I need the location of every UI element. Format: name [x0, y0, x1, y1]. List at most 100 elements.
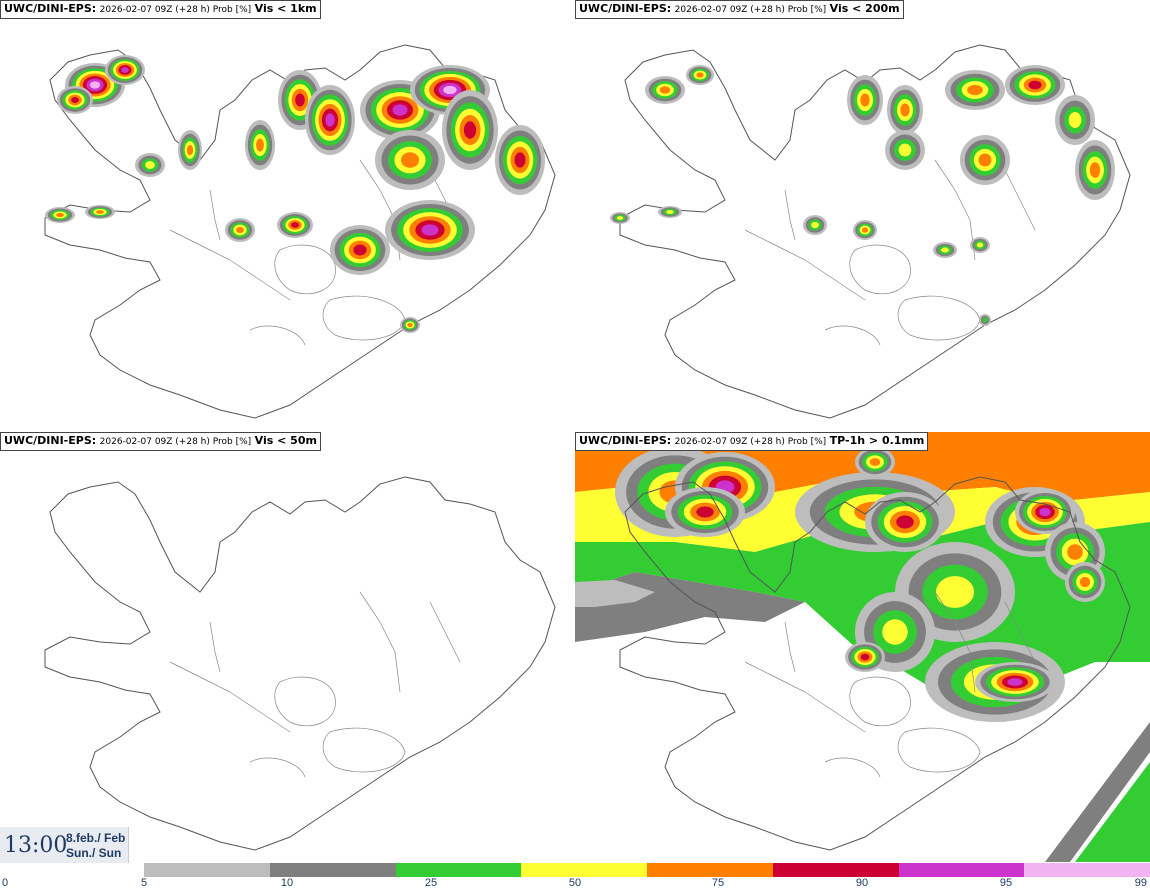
probability-contour	[1028, 80, 1042, 90]
probability-contour	[861, 227, 869, 233]
probability-contour	[96, 210, 104, 214]
coastline	[619, 476, 1131, 851]
glacier-outline	[249, 757, 306, 778]
panel-title: UWC/DINI-EPS: 2026-02-07 09Z (+28 h) Pro…	[575, 432, 929, 451]
panel-meta: 2026-02-07 09Z (+28 h) Prob [%]	[674, 5, 827, 15]
probability-contour	[256, 138, 264, 152]
valid-time: 13:00	[4, 833, 68, 858]
probability-contour	[1089, 162, 1101, 178]
panel-variable: TP-1h > 0.1mm	[829, 434, 925, 447]
probability-contour	[935, 576, 975, 608]
legend-swatch	[898, 863, 1025, 877]
probability-contour	[869, 458, 881, 466]
legend-tick-label: 5	[140, 877, 148, 889]
probability-contour	[90, 81, 100, 89]
panel-meta: 2026-02-07 09Z (+28 h) Prob [%]	[674, 437, 827, 447]
glacier-outline	[897, 727, 981, 773]
panel-meta: 2026-02-07 09Z (+28 h) Prob [%]	[99, 5, 252, 15]
probability-contour	[1079, 576, 1091, 588]
panel-meta: 2026-02-07 09Z (+28 h) Prob [%]	[99, 437, 252, 447]
glacier-outline	[274, 244, 336, 295]
legend-tick-label: 99	[1134, 877, 1147, 889]
probability-contour	[982, 317, 988, 323]
probability-contour	[407, 322, 413, 328]
probability-contour	[1039, 507, 1051, 517]
legend-tick-label: 50	[568, 877, 582, 889]
legend-tick-label: 10	[280, 877, 294, 889]
probability-contour	[976, 242, 984, 248]
glacier-outline	[849, 676, 911, 727]
probability-contour	[421, 224, 439, 236]
panel-source: UWC/DINI-EPS:	[4, 434, 97, 447]
probability-contour	[71, 96, 79, 104]
legend-tick-label: 90	[855, 877, 869, 889]
probability-contour	[900, 103, 910, 117]
legend-tick-label: 0	[2, 877, 9, 889]
glacier-outline	[429, 601, 461, 663]
probability-contour	[967, 84, 983, 96]
glacier-outline	[744, 229, 866, 301]
probability-contour	[896, 515, 914, 529]
glacier-outline	[784, 621, 796, 673]
probability-contour	[353, 244, 367, 256]
panel-title: UWC/DINI-EPS: 2026-02-07 09Z (+28 h) Pro…	[0, 0, 321, 19]
legend-swatch	[647, 863, 773, 877]
precip-field	[1045, 722, 1150, 862]
precip-field	[1075, 762, 1150, 862]
legend-swatch	[1024, 863, 1150, 877]
probability-contour	[882, 619, 908, 645]
probability-contour	[696, 506, 714, 518]
probability-contour	[514, 152, 526, 168]
legend-swatch	[521, 863, 647, 877]
panel-source: UWC/DINI-EPS:	[4, 2, 97, 15]
legend-swatch	[144, 863, 270, 877]
probability-contour	[941, 247, 949, 253]
legend-tick-label: 75	[711, 877, 725, 889]
probability-contour	[860, 93, 870, 107]
glacier-outline	[784, 189, 796, 241]
glacier-outline	[169, 229, 291, 301]
map-panel-vis-200m: UWC/DINI-EPS: 2026-02-07 09Z (+28 h) Pro…	[575, 0, 1150, 430]
color-legend	[144, 863, 1150, 877]
iceland-map	[575, 432, 1150, 862]
probability-contour	[463, 121, 477, 139]
probability-contour	[666, 210, 674, 214]
iceland-map	[610, 44, 1131, 419]
iceland-map	[44, 44, 556, 419]
glacier-outline	[849, 244, 911, 295]
glacier-outline	[322, 295, 406, 341]
glacier-outline	[322, 727, 406, 773]
glacier-outline	[169, 661, 291, 733]
coastline	[44, 476, 556, 851]
legend-swatch	[269, 863, 396, 877]
panel-variable: Vis < 1km	[254, 2, 317, 15]
glacier-outline	[1004, 601, 1036, 663]
glacier-outline	[934, 591, 976, 693]
valid-date: 8.feb./ Feb	[66, 831, 126, 845]
probability-contour	[616, 216, 624, 220]
panel-title: UWC/DINI-EPS: 2026-02-07 09Z (+28 h) Pro…	[0, 432, 321, 451]
probability-contour	[121, 67, 129, 73]
probability-contour	[56, 212, 64, 218]
probability-contour	[860, 653, 870, 661]
legend-tick-label: 95	[999, 877, 1013, 889]
probability-contour	[145, 161, 155, 169]
glacier-outline	[359, 591, 401, 693]
glacier-outline	[274, 676, 336, 727]
panel-source: UWC/DINI-EPS:	[579, 2, 672, 15]
probability-contour	[1007, 678, 1023, 686]
probability-contour	[392, 104, 408, 116]
legend-ticks: 0 5 10 25 50 75 90 95 99	[0, 877, 1150, 891]
panel-source: UWC/DINI-EPS:	[579, 434, 672, 447]
probability-contour	[236, 226, 244, 234]
glacier-outline	[897, 295, 981, 341]
glacier-outline	[824, 325, 881, 346]
probability-contour	[1068, 112, 1082, 128]
glacier-outline	[824, 757, 881, 778]
panel-title: UWC/DINI-EPS: 2026-02-07 09Z (+28 h) Pro…	[575, 0, 904, 19]
probability-contour	[978, 153, 992, 167]
glacier-outline	[209, 621, 221, 673]
map-panel-vis-1km: UWC/DINI-EPS: 2026-02-07 09Z (+28 h) Pro…	[0, 0, 575, 430]
legend-swatch	[395, 863, 522, 877]
probability-contour	[295, 93, 305, 107]
